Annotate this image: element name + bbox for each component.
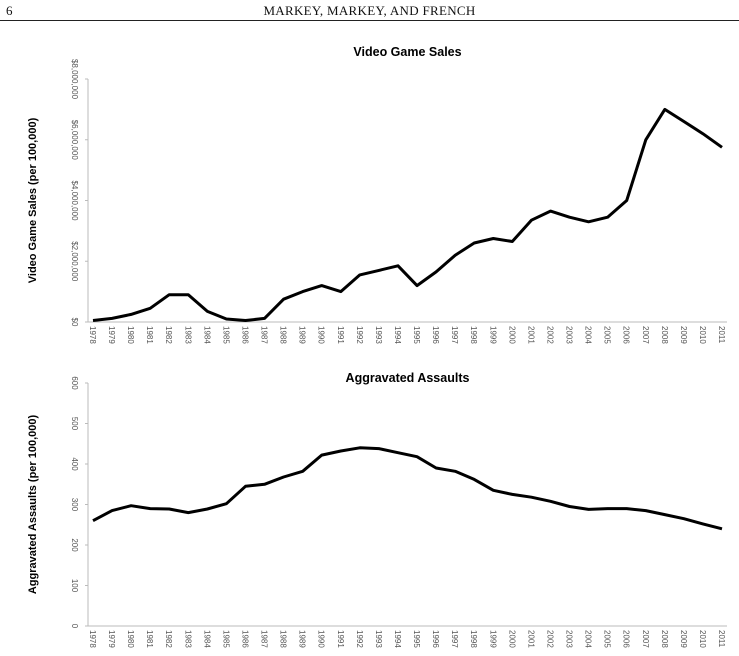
y-tick-label: $4,000,000 <box>70 180 79 221</box>
x-tick-label: 1993 <box>374 326 383 344</box>
x-tick-label: 2008 <box>660 630 669 648</box>
x-tick-label: 1999 <box>488 630 497 648</box>
x-tick-label: 1998 <box>469 630 478 648</box>
y-tick-label: $0 <box>70 318 79 327</box>
x-tick-label: 2004 <box>584 326 593 344</box>
x-tick-label: 1980 <box>126 630 135 648</box>
x-tick-label: 1983 <box>183 630 192 648</box>
x-tick-label: 2001 <box>526 326 535 344</box>
x-tick-label: 1986 <box>240 630 249 648</box>
y-tick-label: $2,000,000 <box>70 241 79 282</box>
x-tick-label: 2011 <box>717 326 726 344</box>
x-tick-label: 2002 <box>545 630 554 648</box>
series-line <box>92 446 723 531</box>
x-tick-label: 1997 <box>450 326 459 344</box>
x-tick-label: 2006 <box>622 630 631 648</box>
x-tick-label: 1987 <box>260 326 269 344</box>
x-tick-label: 1986 <box>240 326 249 344</box>
y-tick-label: 300 <box>70 498 79 512</box>
x-tick-label: 1990 <box>317 630 326 648</box>
x-tick-label: 1984 <box>202 326 211 344</box>
x-tick-label: 1994 <box>393 326 402 344</box>
x-tick-label: 1999 <box>488 326 497 344</box>
x-tick-label: 2002 <box>545 326 554 344</box>
x-tick-label: 1985 <box>221 326 230 344</box>
x-tick-label: 2008 <box>660 326 669 344</box>
x-tick-label: 1989 <box>298 326 307 344</box>
x-tick-label: 2004 <box>584 630 593 648</box>
x-tick-label: 2009 <box>679 630 688 648</box>
x-tick-label: 1985 <box>221 630 230 648</box>
x-tick-label: 1998 <box>469 326 478 344</box>
x-tick-label: 2001 <box>526 630 535 648</box>
x-tick-label: 1994 <box>393 630 402 648</box>
x-tick-label: 1996 <box>431 630 440 648</box>
x-tick-label: 1992 <box>355 630 364 648</box>
x-tick-label: 1993 <box>374 630 383 648</box>
y-tick-label: $8,000,000 <box>70 59 79 100</box>
x-tick-label: 2000 <box>507 630 516 648</box>
x-tick-label: 2005 <box>603 630 612 648</box>
y-tick-label: 200 <box>70 538 79 552</box>
x-tick-label: 1982 <box>164 630 173 648</box>
x-tick-label: 2000 <box>507 326 516 344</box>
y-tick-label: 600 <box>70 376 79 390</box>
x-tick-label: 2007 <box>641 326 650 344</box>
x-tick-label: 1991 <box>336 326 345 344</box>
y-axis-label: Aggravated Assaults (per 100,000) <box>27 414 39 594</box>
x-tick-label: 1990 <box>317 326 326 344</box>
x-tick-label: 1996 <box>431 326 440 344</box>
x-tick-label: 1995 <box>412 630 421 648</box>
y-tick-label: 400 <box>70 457 79 471</box>
header-rule <box>0 20 739 21</box>
x-tick-label: 1984 <box>202 630 211 648</box>
x-tick-label: 2005 <box>603 326 612 344</box>
x-tick-label: 1992 <box>355 326 364 344</box>
y-tick-label: 500 <box>70 417 79 431</box>
x-tick-label: 1982 <box>164 326 173 344</box>
x-tick-label: 1981 <box>145 630 154 648</box>
x-tick-label: 1979 <box>107 326 116 344</box>
x-tick-label: 1988 <box>279 630 288 648</box>
x-tick-label: 2006 <box>622 326 631 344</box>
x-tick-label: 1997 <box>450 630 459 648</box>
y-tick-label: 100 <box>70 579 79 593</box>
x-tick-label: 1980 <box>126 326 135 344</box>
x-tick-label: 2010 <box>698 630 707 648</box>
running-head: MARKEY, MARKEY, AND FRENCH <box>263 3 476 18</box>
page-number: 6 <box>6 3 13 18</box>
x-tick-label: 1987 <box>260 630 269 648</box>
x-tick-label: 1981 <box>145 326 154 344</box>
x-tick-label: 1995 <box>412 326 421 344</box>
x-tick-label: 2003 <box>565 630 574 648</box>
y-tick-label: 0 <box>70 624 79 629</box>
x-tick-label: 2007 <box>641 630 650 648</box>
y-axis-label: Video Game Sales (per 100,000) <box>27 117 39 283</box>
x-tick-label: 2011 <box>717 630 726 648</box>
x-tick-label: 1978 <box>88 326 97 344</box>
chart-title: Aggravated Assaults <box>346 371 470 385</box>
x-tick-label: 2010 <box>698 326 707 344</box>
x-tick-label: 1988 <box>279 326 288 344</box>
chart-title: Video Game Sales <box>353 45 461 59</box>
x-tick-label: 1983 <box>183 326 192 344</box>
x-tick-label: 2003 <box>565 326 574 344</box>
x-tick-label: 1978 <box>88 630 97 648</box>
series-line <box>92 107 723 322</box>
x-tick-label: 1979 <box>107 630 116 648</box>
y-tick-label: $6,000,000 <box>70 120 79 161</box>
x-tick-label: 1989 <box>298 630 307 648</box>
x-tick-label: 1991 <box>336 630 345 648</box>
x-tick-label: 2009 <box>679 326 688 344</box>
